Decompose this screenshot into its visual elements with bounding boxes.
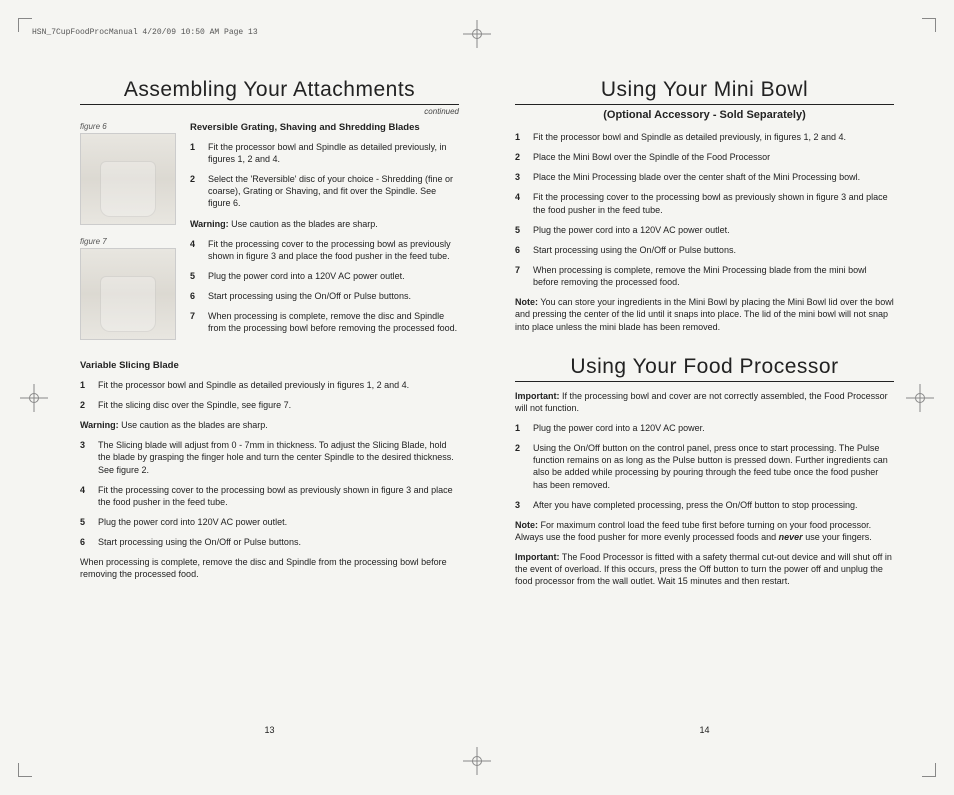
step: 4Fit the processing cover to the process… (515, 191, 894, 215)
step-text: When processing is complete, remove the … (208, 311, 457, 333)
page-number: 14 (515, 725, 894, 735)
step-text: Fit the processing cover to the processi… (208, 239, 451, 261)
note: Note: You can store your ingredients in … (515, 296, 894, 332)
step-text: After you have completed processing, pre… (533, 500, 858, 510)
step: 2Using the On/Off button on the control … (515, 442, 894, 491)
step-text: Plug the power cord into a 120V AC power… (208, 271, 405, 281)
title-assembling: Assembling Your Attachments (80, 78, 459, 105)
step: 5Plug the power cord into 120V AC power … (80, 516, 459, 528)
important: Important: The Food Processor is fitted … (515, 551, 894, 587)
figure-7-image (80, 248, 176, 340)
continued-label: continued (80, 107, 459, 116)
figure-6: figure 6 (80, 122, 176, 225)
warning: Warning: Use caution as the blades are s… (190, 218, 459, 230)
step-text: Place the Mini Processing blade over the… (533, 172, 860, 182)
step-text: Plug the power cord into a 120V AC power… (533, 225, 730, 235)
title-food-processor: Using Your Food Processor (515, 355, 894, 382)
step-text: Using the On/Off button on the control p… (533, 443, 888, 489)
subhead-reversible: Reversible Grating, Shaving and Shreddin… (190, 122, 459, 135)
figure-7: figure 7 (80, 237, 176, 340)
note: Note: For maximum control load the feed … (515, 519, 894, 543)
subhead-variable-slicing: Variable Slicing Blade (80, 360, 459, 373)
step: 1Fit the processor bowl and Spindle as d… (190, 141, 459, 165)
step: 2Fit the slicing disc over the Spindle, … (80, 399, 459, 411)
step: 5Plug the power cord into a 120V AC powe… (190, 270, 459, 282)
figure-6-label: figure 6 (80, 122, 176, 131)
step-text: Start processing using the On/Off or Pul… (533, 245, 736, 255)
page-spread: Assembling Your Attachments continued fi… (80, 78, 894, 735)
step: 6Start processing using the On/Off or Pu… (190, 290, 459, 302)
step: 5Plug the power cord into a 120V AC powe… (515, 224, 894, 236)
step: 7When processing is complete, remove the… (515, 264, 894, 288)
step-text: Plug the power cord into 120V AC power o… (98, 517, 287, 527)
figure-7-label: figure 7 (80, 237, 176, 246)
step-text: Place the Mini Bowl over the Spindle of … (533, 152, 770, 162)
step: 4Fit the processing cover to the process… (80, 484, 459, 508)
title-mini-bowl: Using Your Mini Bowl (515, 78, 894, 105)
step: 4Fit the processing cover to the process… (190, 238, 459, 262)
step-text: Select the 'Reversible' disc of your cho… (208, 174, 453, 208)
step: 1Fit the processor bowl and Spindle as d… (80, 379, 459, 391)
step: 2Select the 'Reversible' disc of your ch… (190, 173, 459, 209)
step: 1Fit the processor bowl and Spindle as d… (515, 131, 894, 143)
left-page: Assembling Your Attachments continued fi… (80, 78, 459, 735)
step: 3Place the Mini Processing blade over th… (515, 171, 894, 183)
step-text: Fit the processing cover to the processi… (98, 485, 453, 507)
print-header: HSN_7CupFoodProcManual 4/20/09 10:50 AM … (32, 28, 258, 37)
step: 6Start processing using the On/Off or Pu… (80, 536, 459, 548)
right-page: Using Your Mini Bowl (Optional Accessory… (515, 78, 894, 735)
step: 6Start processing using the On/Off or Pu… (515, 244, 894, 256)
page-number: 13 (80, 725, 459, 735)
step: 7When processing is complete, remove the… (190, 310, 459, 334)
step-text: Start processing using the On/Off or Pul… (208, 291, 411, 301)
step-text: Fit the processor bowl and Spindle as de… (208, 142, 446, 164)
step: 3The Slicing blade will adjust from 0 - … (80, 439, 459, 475)
step-text: Start processing using the On/Off or Pul… (98, 537, 301, 547)
step: 2Place the Mini Bowl over the Spindle of… (515, 151, 894, 163)
step-text: Fit the processing cover to the processi… (533, 192, 888, 214)
step: 3After you have completed processing, pr… (515, 499, 894, 511)
step-text: When processing is complete, remove the … (533, 265, 867, 287)
important: Important: If the processing bowl and co… (515, 390, 894, 414)
figure-6-image (80, 133, 176, 225)
step-text: Fit the processor bowl and Spindle as de… (98, 380, 409, 390)
step-text: The Slicing blade will adjust from 0 - 7… (98, 440, 454, 474)
subtitle-optional: (Optional Accessory - Sold Separately) (515, 109, 894, 121)
closing-para: When processing is complete, remove the … (80, 556, 459, 580)
step: 1Plug the power cord into a 120V AC powe… (515, 422, 894, 434)
warning: Warning: Use caution as the blades are s… (80, 419, 459, 431)
step-text: Fit the slicing disc over the Spindle, s… (98, 400, 291, 410)
step-text: Plug the power cord into a 120V AC power… (533, 423, 705, 433)
step-text: Fit the processor bowl and Spindle as de… (533, 132, 846, 142)
